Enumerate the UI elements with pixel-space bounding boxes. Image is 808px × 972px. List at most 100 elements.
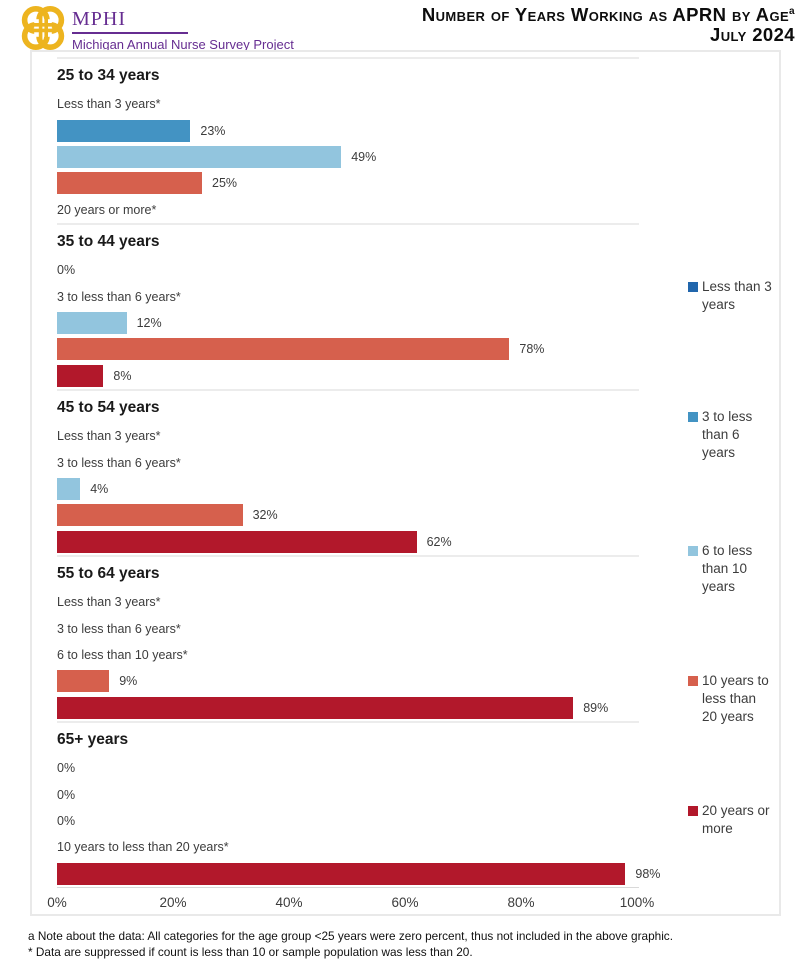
legend-label: 3 to less than 6 years (702, 409, 753, 460)
bar (57, 145, 342, 168)
bar-value-label: 4% (90, 481, 109, 496)
legend-swatch (688, 412, 698, 422)
legend-swatch (688, 676, 698, 686)
chart-title-superscript: a (789, 5, 795, 17)
bar-value-label: 23% (200, 123, 226, 138)
bar (57, 311, 127, 334)
legend-item: 3 to less than 6 years (688, 408, 774, 462)
x-axis-tick: 0% (47, 895, 67, 910)
logo-text: MPHI Michigan Annual Nurse Survey Projec… (72, 8, 294, 52)
legend-item: Less than 3 years (688, 278, 774, 314)
series-row: 89% (57, 695, 639, 721)
group-title: 45 to 54 years (57, 399, 160, 416)
bar (57, 670, 110, 693)
series-row: Less than 3 years* (57, 423, 639, 449)
suppressed-label: 6 to less than 10 years* (57, 647, 188, 662)
bar-value-label: 25% (212, 176, 238, 191)
series-row: 20 years or more* (57, 197, 639, 223)
suppressed-label: 3 to less than 6 years* (57, 455, 181, 470)
series-row: 78% (57, 336, 639, 362)
zero-value-label: 0% (57, 761, 76, 776)
legend-swatch (688, 546, 698, 556)
chart-title: Number of Years Working as APRN by Agea (422, 5, 795, 25)
group-title: 65+ years (57, 731, 129, 748)
legend-item: 10 years to less than 20 years (688, 672, 774, 726)
footnotes: a Note about the data: All categories fo… (28, 928, 673, 960)
zero-value-label: 0% (57, 813, 76, 828)
chart-subtitle: July 2024 (710, 24, 795, 45)
logo-acronym: MPHI (72, 8, 127, 30)
series-row: 3 to less than 6 years* (57, 615, 639, 641)
legend-swatch (688, 806, 698, 816)
zero-value-label: 0% (57, 263, 76, 278)
x-axis-tick: 40% (275, 895, 303, 910)
legend-swatch (688, 282, 698, 292)
bar (57, 364, 104, 387)
series-row: 6 to less than 10 years* (57, 642, 639, 668)
suppressed-label: Less than 3 years* (57, 97, 161, 112)
suppressed-label: Less than 3 years* (57, 595, 161, 610)
footnote-a: a Note about the data: All categories fo… (28, 929, 673, 943)
legend-label: 10 years to less than 20 years (702, 673, 769, 724)
series-row: 25% (57, 170, 639, 196)
series-row: Less than 3 years* (57, 589, 639, 615)
series-row: 8% (57, 363, 639, 389)
legend-label: 20 years or more (702, 803, 770, 836)
bar-group-0: 25 to 34 years Less than 3 years* 23% 49% 25… (57, 57, 639, 223)
legend-item: 20 years or more (688, 802, 774, 838)
bar-value-label: 62% (426, 534, 452, 549)
series-row: 0% (57, 808, 639, 834)
series-row: 23% (57, 117, 639, 143)
footnote-asterisk: * Data are suppressed if count is less t… (28, 945, 473, 959)
zero-value-label: 0% (57, 787, 76, 802)
legend-item: 6 to less than 10 years (688, 542, 774, 596)
x-axis-tick: 100% (619, 895, 655, 910)
plot-area: 25 to 34 years Less than 3 years* 23% 49% 25… (57, 57, 660, 887)
series-row: 62% (57, 529, 639, 555)
bar (57, 862, 626, 885)
bar-group-3: 55 to 64 years Less than 3 years* 3 to les… (57, 555, 639, 721)
bar-value-label: 32% (252, 508, 278, 523)
bar-value-label: 9% (119, 674, 138, 689)
group-title: 55 to 64 years (57, 565, 160, 582)
suppressed-label: Less than 3 years* (57, 429, 161, 444)
chart-frame: 25 to 34 years Less than 3 years* 23% 49% 25… (30, 50, 781, 916)
bar-value-label: 89% (583, 700, 609, 715)
mphi-clover-icon (21, 5, 65, 50)
chart-title-text: Number of Years Working as APRN by Age (421, 4, 790, 25)
bar (57, 530, 417, 553)
series-row: 12% (57, 310, 639, 336)
suppressed-label: 10 years to less than 20 years* (57, 840, 229, 855)
legend-label: Less than 3 years (702, 279, 772, 312)
bar-value-label: 8% (113, 368, 132, 383)
bar-value-label: 78% (519, 342, 545, 357)
x-axis-tick: 20% (159, 895, 187, 910)
bar (57, 338, 510, 361)
bar (57, 119, 191, 142)
page-header: MPHI Michigan Annual Nurse Survey Projec… (0, 0, 808, 52)
bar-group-2: 45 to 54 years Less than 3 years* 3 to les… (57, 389, 639, 555)
bar-value-label: 98% (635, 866, 661, 881)
series-row: 0% (57, 781, 639, 807)
bar-value-label: 49% (351, 149, 377, 164)
bar-value-label: 12% (136, 315, 162, 330)
bar (57, 172, 202, 195)
x-axis: 0% 20% 40% 60% 80% 100% (47, 887, 654, 915)
group-title: 25 to 34 years (57, 67, 160, 84)
series-row: 10 years to less than 20 years* (57, 834, 639, 860)
series-row: 49% (57, 144, 639, 170)
suppressed-label: 3 to less than 6 years* (57, 289, 181, 304)
bar (57, 477, 81, 500)
suppressed-label: 20 years or more* (57, 202, 157, 217)
series-row: 3 to less than 6 years* (57, 283, 639, 309)
logo-underline (72, 32, 188, 34)
bar-group-4: 65+ years 0% 0% 0% 10 years to less than 20 … (57, 721, 660, 887)
x-axis-tick: 80% (507, 895, 535, 910)
logo-subtitle: Michigan Annual Nurse Survey Project (72, 37, 294, 52)
bar (57, 504, 243, 527)
series-row: 32% (57, 502, 639, 528)
mphi-logo: MPHI Michigan Annual Nurse Survey Projec… (18, 4, 294, 52)
x-axis-tick: 60% (391, 895, 419, 910)
legend-label: 6 to less than 10 years (702, 543, 753, 594)
chart-title-block: Number of Years Working as APRN by Agea … (422, 5, 795, 45)
